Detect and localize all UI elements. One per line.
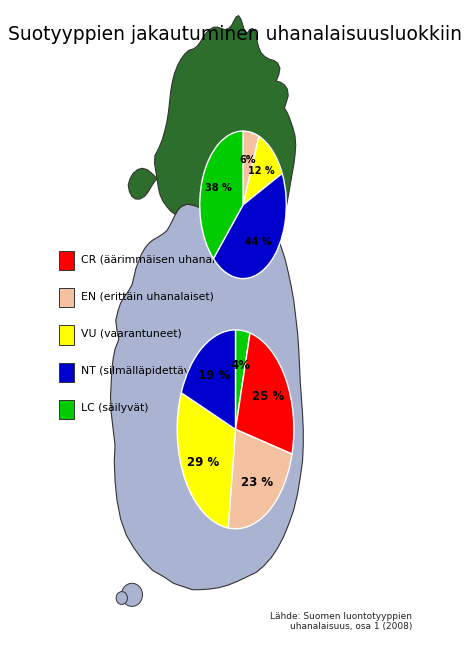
Wedge shape: [213, 173, 286, 279]
Text: Suotyyppien jakautuminen uhanalaisuusluokkiin: Suotyyppien jakautuminen uhanalaisuusluo…: [8, 25, 463, 44]
Polygon shape: [111, 204, 303, 589]
Wedge shape: [236, 333, 294, 454]
Text: 25 %: 25 %: [252, 390, 284, 403]
Text: 4%: 4%: [230, 358, 250, 372]
Wedge shape: [228, 430, 292, 529]
Text: CR (äärimmäisen uhanalaiset): CR (äärimmäisen uhanalaiset): [81, 254, 246, 265]
Text: LC (säilyvät): LC (säilyvät): [81, 403, 149, 413]
Text: EN (erittäin uhanalaiset): EN (erittäin uhanalaiset): [81, 292, 214, 302]
FancyBboxPatch shape: [58, 362, 74, 382]
Polygon shape: [128, 168, 157, 199]
Text: 19 %: 19 %: [198, 369, 230, 382]
Ellipse shape: [122, 584, 143, 606]
Wedge shape: [200, 131, 243, 259]
Wedge shape: [181, 330, 236, 430]
Wedge shape: [243, 137, 282, 205]
Text: 6%: 6%: [240, 155, 256, 165]
Text: 12 %: 12 %: [248, 166, 275, 177]
FancyBboxPatch shape: [58, 288, 74, 307]
Text: 29 %: 29 %: [187, 455, 219, 468]
FancyBboxPatch shape: [58, 400, 74, 419]
Wedge shape: [177, 393, 236, 528]
Wedge shape: [243, 131, 259, 205]
Text: 44 %: 44 %: [245, 237, 272, 247]
Text: Lähde: Suomen luontotyyppien
uhanalaisuus, osa 1 (2008): Lähde: Suomen luontotyyppien uhanalaisuu…: [270, 612, 413, 631]
Text: 38 %: 38 %: [205, 183, 231, 193]
Ellipse shape: [116, 591, 128, 604]
FancyBboxPatch shape: [58, 325, 74, 345]
Text: VU (vaarantuneet): VU (vaarantuneet): [81, 329, 182, 339]
Wedge shape: [236, 330, 250, 430]
Text: 23 %: 23 %: [241, 476, 273, 489]
Polygon shape: [154, 16, 296, 237]
FancyBboxPatch shape: [58, 251, 74, 270]
Text: NT (silmälläpidettävät): NT (silmälläpidettävät): [81, 366, 205, 376]
